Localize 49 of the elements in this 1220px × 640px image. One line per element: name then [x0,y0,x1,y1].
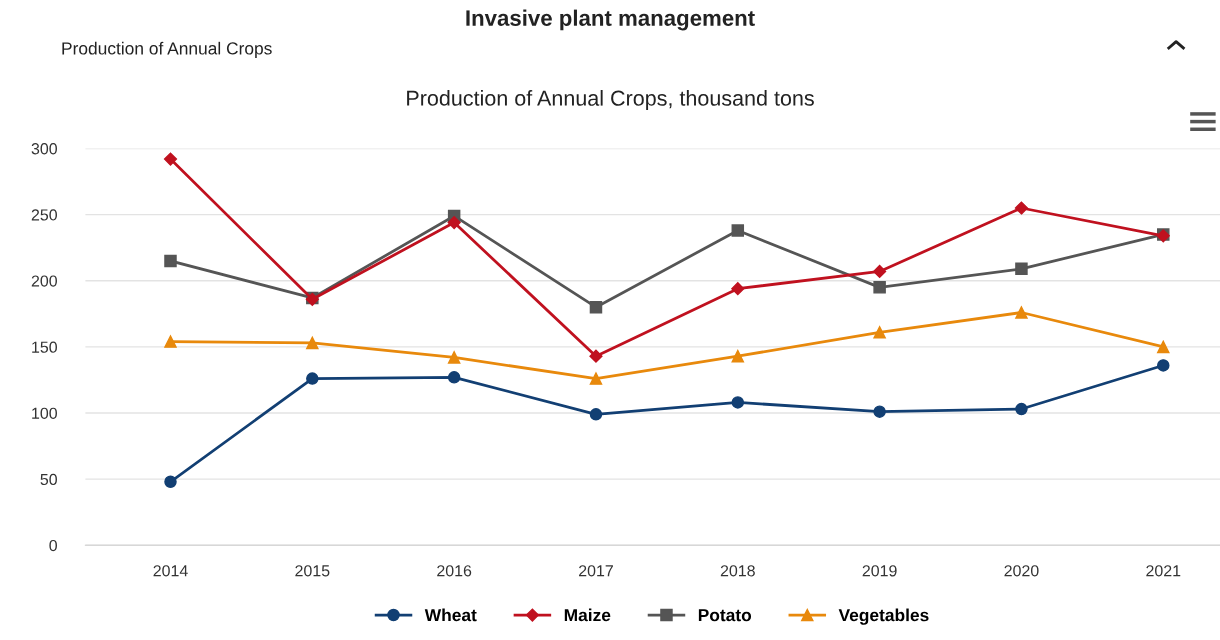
x-tick-label: 2016 [437,565,472,577]
point [1015,262,1028,276]
point [873,326,886,339]
y-tick-label: 100 [32,407,57,419]
point [873,281,886,294]
point [447,371,461,384]
point [873,405,886,418]
text: Production of Annual Crops [62,41,272,58]
point [164,254,177,268]
x-tick-label: 2015 [295,565,330,577]
point [447,215,461,230]
point [589,349,603,363]
y-tick-label: 150 [32,341,57,353]
point [164,335,177,348]
x-tick-label: 2014 [153,565,188,577]
point [731,224,745,237]
x-tick-label: 2018 [720,565,755,577]
text: Invasive plant management [466,9,755,31]
point [164,475,177,489]
x-tick-label: 2021 [1146,565,1181,577]
y-tick-label: 300 [31,143,57,155]
point [1157,340,1170,354]
point [731,349,745,363]
point [589,408,603,421]
point [731,396,745,409]
chart-title: Production of Annual Crops, thousand tons [407,90,814,111]
point [306,336,319,350]
point [1014,201,1029,215]
legend-label: Wheat [424,608,477,622]
legend-label: Vegetables [838,608,929,625]
x-tick-label: 2017 [579,565,613,577]
x-tick-label: 2020 [1004,565,1039,577]
point [731,282,745,296]
x-tick-label: 2019 [862,565,897,577]
legend-label: Potato [698,609,752,622]
point [447,351,461,364]
point [589,300,603,314]
y-tick-label: 250 [31,209,57,221]
point [306,372,319,385]
y-tick-label: 50 [40,473,57,486]
point [1157,359,1170,372]
legend-label: Maize [564,608,611,622]
y-tick-label: 0 [49,539,57,552]
point [163,152,178,166]
y-tick-label: 200 [31,275,57,287]
point [1015,306,1028,319]
point [589,372,603,385]
point [873,264,887,279]
point [1015,402,1028,416]
